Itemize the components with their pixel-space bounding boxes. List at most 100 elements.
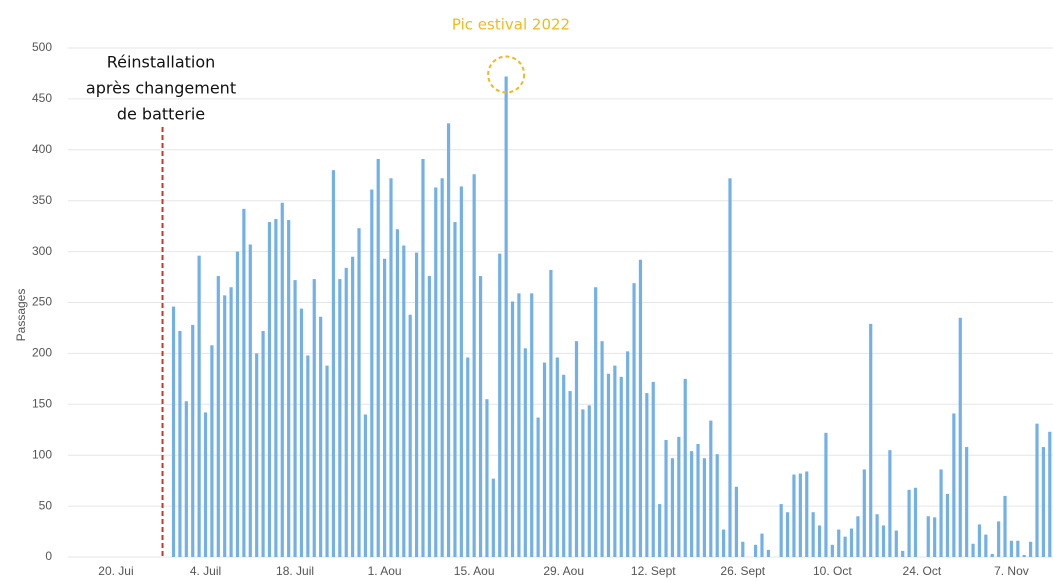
bar — [197, 255, 201, 557]
bar — [370, 189, 374, 557]
bar — [933, 517, 937, 557]
bar — [459, 186, 463, 557]
bar — [274, 219, 278, 558]
bar — [306, 355, 310, 557]
bar — [837, 529, 841, 557]
bar — [280, 202, 284, 557]
bar — [766, 549, 770, 557]
bar — [389, 178, 393, 557]
bar — [779, 504, 783, 557]
bar — [798, 473, 802, 557]
bar — [849, 528, 854, 557]
bar — [485, 399, 489, 557]
bar — [491, 478, 495, 557]
bar — [402, 245, 406, 557]
bar — [651, 381, 655, 557]
bar — [760, 533, 764, 557]
bar — [664, 439, 668, 557]
bar — [805, 471, 809, 557]
bar — [338, 279, 342, 557]
bar — [549, 269, 553, 557]
bar — [453, 222, 457, 557]
x-tick-label: 12. Sept — [631, 564, 676, 578]
x-tick-label: 26. Sept — [720, 564, 765, 578]
bar — [728, 178, 732, 557]
y-tick-label: 100 — [32, 447, 52, 461]
x-tick-label: 10. Oct — [813, 564, 852, 578]
x-tick-label: 4. Juil — [190, 564, 221, 578]
bar — [913, 487, 918, 557]
bar — [958, 317, 962, 557]
bar — [299, 308, 304, 557]
bar — [824, 432, 828, 557]
bar — [562, 374, 566, 557]
bar — [325, 365, 329, 557]
bar — [191, 324, 195, 557]
bar — [792, 474, 796, 557]
bar — [184, 401, 188, 557]
y-tick-label: 250 — [32, 295, 52, 309]
bar — [722, 529, 726, 557]
bar — [203, 412, 208, 557]
bar — [235, 251, 240, 557]
x-tick-label: 24. Oct — [903, 564, 942, 578]
bar — [542, 362, 547, 557]
bar — [440, 178, 444, 557]
x-tick-label: 29. Aou — [543, 564, 584, 578]
bar — [1022, 554, 1026, 557]
bar — [267, 222, 272, 557]
bar — [587, 405, 591, 557]
peak-circle — [487, 55, 526, 94]
bar — [319, 316, 323, 557]
bar — [619, 376, 623, 557]
bar — [351, 256, 355, 557]
bar — [255, 353, 259, 557]
bar — [478, 276, 483, 557]
x-tick-label: 20. Jui — [98, 564, 133, 578]
bar — [427, 276, 431, 557]
bar — [248, 244, 252, 557]
bar — [894, 530, 898, 557]
bar — [229, 287, 233, 557]
bar — [945, 493, 950, 557]
bar — [383, 258, 387, 557]
bar — [594, 287, 598, 557]
y-tick-label: 300 — [32, 244, 52, 258]
bar — [287, 220, 291, 558]
bar — [901, 550, 905, 557]
bar — [939, 469, 943, 557]
bar — [600, 341, 604, 557]
bar — [1048, 431, 1052, 557]
y-tick-label: 50 — [39, 498, 53, 512]
bar — [293, 280, 297, 557]
bar — [741, 541, 745, 557]
bar — [504, 76, 508, 557]
bar — [530, 293, 534, 557]
bar — [1009, 540, 1014, 557]
bar — [178, 331, 182, 557]
bar — [395, 229, 399, 558]
bar — [536, 417, 540, 557]
bar — [466, 357, 470, 557]
bar — [446, 123, 451, 557]
bar — [434, 187, 438, 557]
y-tick-label: 200 — [32, 346, 52, 360]
bar — [1041, 447, 1046, 557]
bar — [997, 521, 1001, 557]
bar — [1035, 423, 1039, 557]
y-axis-label: Passages — [14, 289, 28, 342]
bar — [632, 283, 636, 557]
bar — [421, 158, 425, 557]
x-tick-label: 1. Aou — [368, 564, 402, 578]
bar — [881, 525, 886, 557]
bar — [376, 158, 380, 557]
bar — [261, 331, 265, 557]
y-tick-label: 400 — [32, 142, 52, 156]
bar — [312, 279, 316, 557]
bar — [817, 525, 822, 557]
bar — [869, 323, 873, 557]
bar — [907, 489, 911, 557]
annotation: Réinstallation — [107, 53, 216, 72]
bar — [952, 413, 956, 557]
bar — [357, 228, 361, 557]
